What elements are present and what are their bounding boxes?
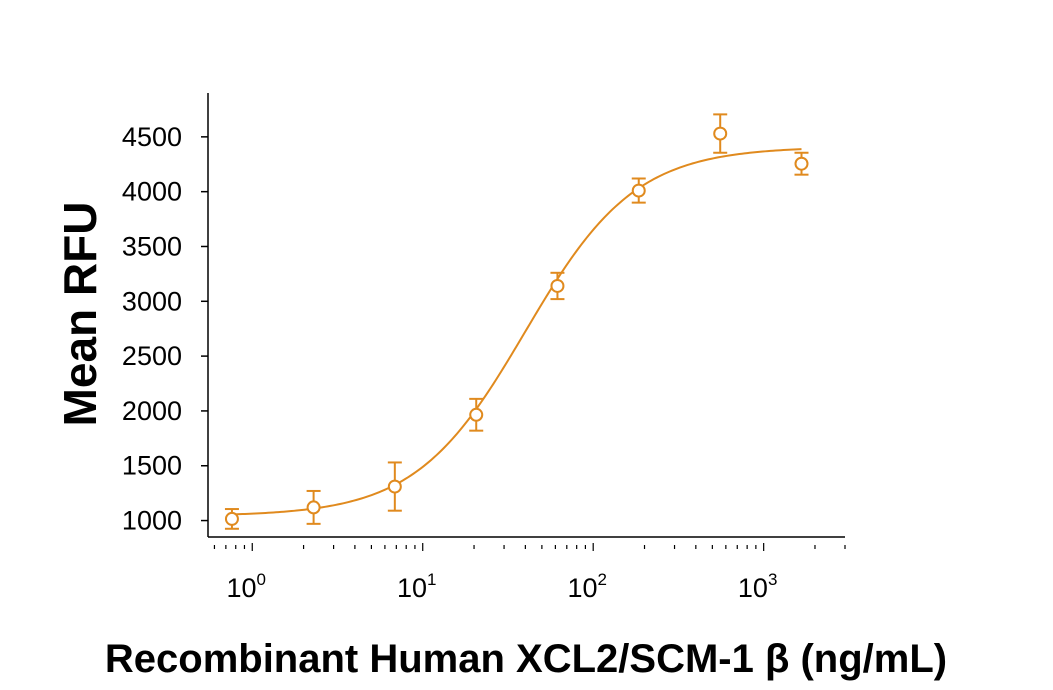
- y-tick-label: 1500: [122, 451, 182, 481]
- data-point: [631, 183, 646, 198]
- data-point: [550, 278, 565, 293]
- x-ticks: 100 101 102 103: [213, 543, 846, 603]
- fit-curve-group: [231, 148, 802, 516]
- x-tick-label: 101: [397, 570, 437, 603]
- axes: [207, 93, 845, 538]
- y-tick-label: 2500: [122, 341, 182, 371]
- x-tick-label: 102: [567, 570, 607, 603]
- x-tick-label: 100: [227, 570, 267, 603]
- data-point: [713, 126, 728, 141]
- data-point: [306, 500, 321, 515]
- y-axis-label: Mean RFU: [54, 202, 106, 427]
- data-points: [224, 113, 809, 530]
- y-tick-label: 3000: [122, 286, 182, 316]
- y-tick-label: 4000: [122, 177, 182, 207]
- y-tick-label: 3500: [122, 231, 182, 261]
- x-tick-label: 103: [738, 570, 778, 603]
- y-tick-label: 4500: [122, 122, 182, 152]
- x-axis-label: Recombinant Human XCL2/SCM-1 β (ng/mL): [105, 637, 947, 681]
- y-tick-label: 2000: [122, 396, 182, 426]
- data-point: [224, 511, 239, 526]
- data-point: [387, 479, 402, 494]
- data-point: [794, 156, 809, 171]
- y-tick-label: 1000: [122, 506, 182, 536]
- fit-curve: [231, 148, 802, 516]
- data-point: [469, 407, 484, 422]
- y-ticks: 1000 1500 2000 2500 3000 3500 4000 4500: [122, 122, 208, 536]
